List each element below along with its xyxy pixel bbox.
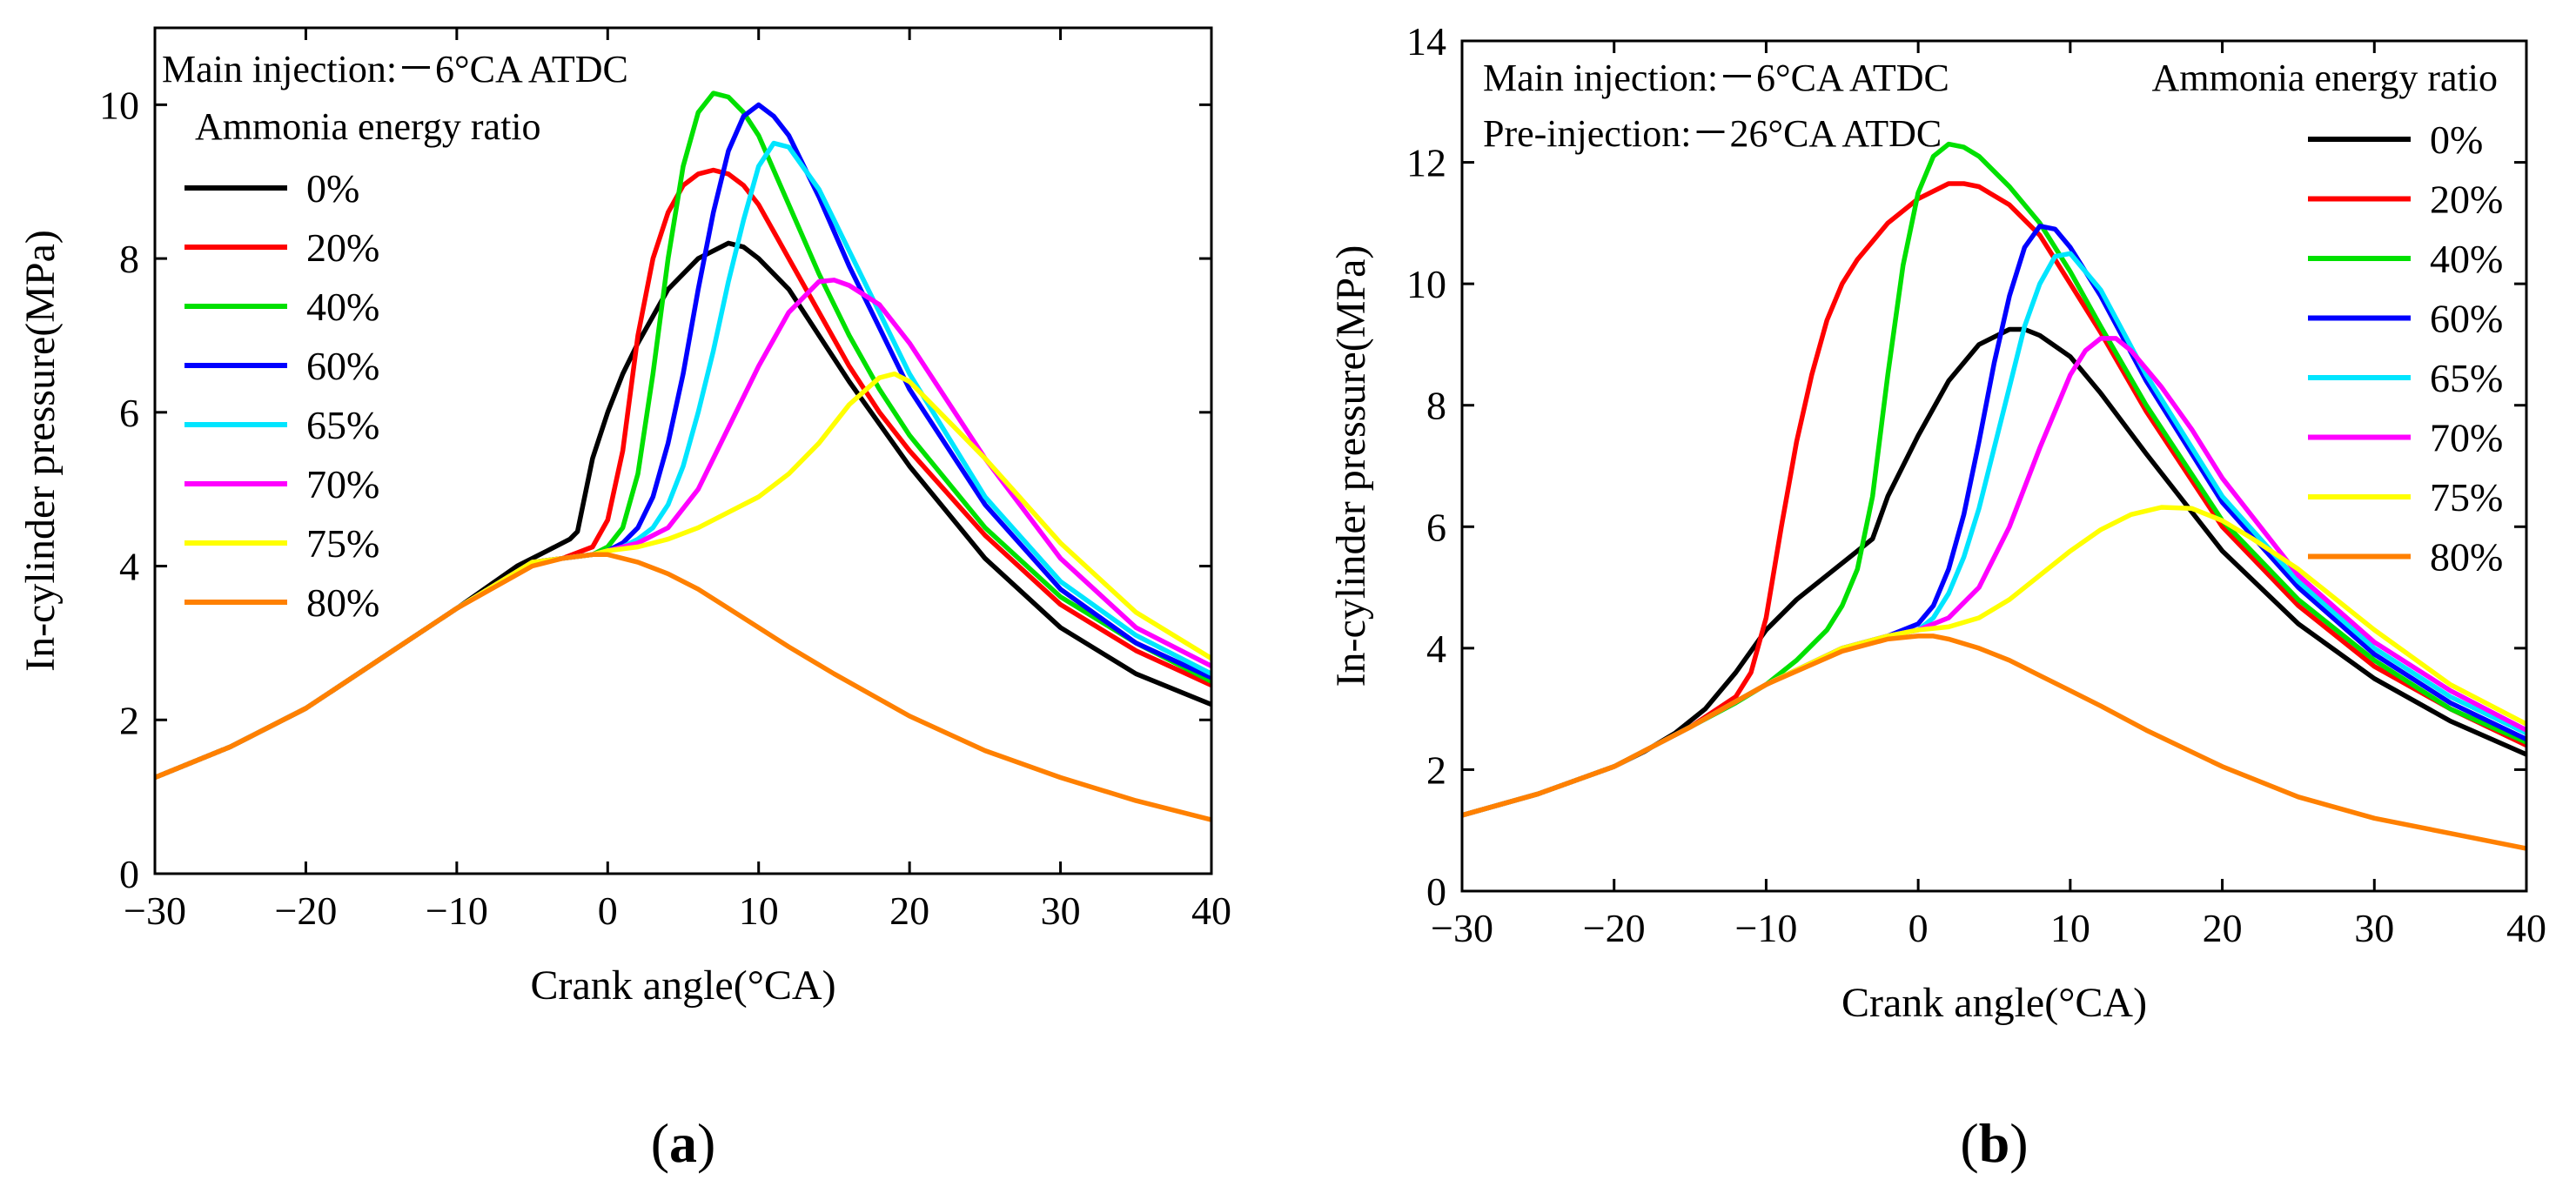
y-tick-label: 4 [1426,627,1446,671]
legend: Ammonia energy ratio 0% 20% 40% 60% 65% 70% 75%… [2151,57,2503,580]
series-line-40pct [1462,141,2526,818]
y-tick-label: 0 [1426,869,1446,914]
series-line-60pct [1462,224,2526,818]
y-tick-label: 4 [119,545,139,589]
x-tick-label: 10 [2050,906,2090,950]
legend-label: 40% [2430,237,2503,281]
x-tick-label: 0 [1909,906,1929,950]
panel-label: (b) [1960,1112,2028,1174]
y-tick-label: 2 [119,698,139,742]
series-line-0pct [1462,326,2526,818]
series-line-20pct [1462,181,2526,818]
y-tick-label: 6 [1426,505,1446,549]
legend-label: 60% [306,344,379,388]
y-tick-label: 0 [119,852,139,896]
legend-label: 40% [306,285,379,329]
x-axis-title: Crank angle(°CA) [1841,980,2147,1026]
series-group [1462,141,2526,851]
x-axis-title: Crank angle(°CA) [530,962,835,1009]
y-tick-label: 2 [1426,747,1446,792]
legend-label: 70% [2430,416,2503,460]
legend-label: 60% [2430,297,2503,341]
legend-label: 80% [306,580,379,625]
series-line-80pct [1462,634,2526,851]
x-tick-label: 30 [1041,888,1081,933]
x-tick-label: −10 [1734,906,1797,950]
chart-panel-a: −30 −20 −10 0 10 20 30 40 0 2 4 6 8 10 Crank angle(°CA… [17,26,1231,1174]
y-tick-label: 14 [1406,19,1446,64]
x-tick-label: 40 [2506,906,2546,950]
legend-label: 0% [2430,117,2483,162]
legend-label: 20% [2430,178,2503,222]
legend-label: 0% [306,166,359,211]
y-tick-label: 8 [1426,384,1446,428]
x-tick-label: 40 [1191,888,1231,933]
legend-label: 80% [2430,535,2503,580]
panel-label: (a) [651,1112,716,1174]
y-tick-label: 8 [119,237,139,281]
series-group [155,91,1211,822]
legend-label: 65% [2430,356,2503,400]
legend-label: 70% [306,462,379,506]
x-tick-label: −10 [426,888,488,933]
x-tick-label: 30 [2354,906,2394,950]
legend-label: 75% [2430,475,2503,520]
legend-label: 65% [306,403,379,447]
plot-frame [153,26,1213,875]
y-axis-title: In-cylinder pressure(MPa) [17,230,64,672]
series-line-70pct [1462,336,2526,818]
x-tick-label: 0 [598,888,618,933]
x-tick-label: 10 [739,888,779,933]
legend-label: 75% [306,521,379,566]
legend: Ammonia energy ratio 0% 20% 40% 60% 65% 70% 75%… [184,105,541,625]
x-tick-label: −30 [1431,906,1493,950]
x-tick-label: −30 [124,888,186,933]
legend-title: Ammonia energy ratio [195,105,541,148]
x-tick-label: −20 [1583,906,1646,950]
legend-label: 20% [306,225,379,270]
plot-frame [1460,39,2528,893]
y-tick-label: 12 [1406,141,1446,185]
chart-panel-b: −30 −20 −10 0 10 20 30 40 0 2 4 6 8 10 12 14 Crank angle… [1328,19,2546,1174]
series-line-80pct [155,552,1211,822]
legend-title: Ammonia energy ratio [2151,57,2498,99]
y-axis-title: In-cylinder pressure(MPa) [1328,245,1374,687]
injection-annotation: Main injection:－6°CA ATDC [1483,57,1949,99]
y-tick-label: 10 [1406,262,1446,306]
y-tick-label: 10 [99,83,139,127]
injection-annotation: Pre-injection:－26°CA ATDC [1483,112,1942,155]
x-tick-label: −20 [274,888,337,933]
x-tick-label: 20 [889,888,929,933]
y-tick-label: 6 [119,391,139,435]
injection-annotation: Main injection:－6°CA ATDC [162,48,628,91]
x-tick-label: 20 [2203,906,2243,950]
